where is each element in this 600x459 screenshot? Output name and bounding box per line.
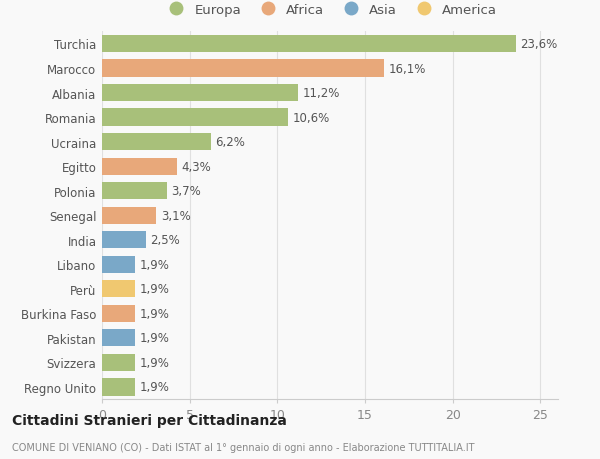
Bar	[102, 354, 136, 371]
Bar	[102, 256, 136, 273]
Bar	[102, 134, 211, 151]
Bar	[102, 183, 167, 200]
Text: Cittadini Stranieri per Cittadinanza: Cittadini Stranieri per Cittadinanza	[12, 414, 287, 428]
Legend: Europa, Africa, Asia, America: Europa, Africa, Asia, America	[158, 0, 502, 22]
Bar	[102, 330, 136, 347]
Text: COMUNE DI VENIANO (CO) - Dati ISTAT al 1° gennaio di ogni anno - Elaborazione TU: COMUNE DI VENIANO (CO) - Dati ISTAT al 1…	[12, 442, 475, 452]
Text: 3,1%: 3,1%	[161, 209, 191, 222]
Bar	[102, 36, 516, 53]
Text: 4,3%: 4,3%	[182, 160, 212, 173]
Text: 11,2%: 11,2%	[303, 87, 340, 100]
Text: 1,9%: 1,9%	[140, 381, 170, 393]
Bar	[102, 305, 136, 322]
Text: 2,5%: 2,5%	[150, 234, 180, 246]
Text: 1,9%: 1,9%	[140, 332, 170, 345]
Bar	[102, 379, 136, 396]
Text: 10,6%: 10,6%	[292, 112, 329, 124]
Text: 3,7%: 3,7%	[171, 185, 201, 198]
Text: 1,9%: 1,9%	[140, 356, 170, 369]
Bar	[102, 60, 385, 78]
Text: 1,9%: 1,9%	[140, 283, 170, 296]
Text: 16,1%: 16,1%	[389, 62, 426, 75]
Bar	[102, 232, 146, 249]
Bar	[102, 158, 178, 175]
Text: 23,6%: 23,6%	[520, 38, 557, 51]
Bar	[102, 109, 288, 126]
Bar	[102, 280, 136, 298]
Text: 6,2%: 6,2%	[215, 136, 245, 149]
Bar	[102, 85, 298, 102]
Bar	[102, 207, 157, 224]
Text: 1,9%: 1,9%	[140, 307, 170, 320]
Text: 1,9%: 1,9%	[140, 258, 170, 271]
